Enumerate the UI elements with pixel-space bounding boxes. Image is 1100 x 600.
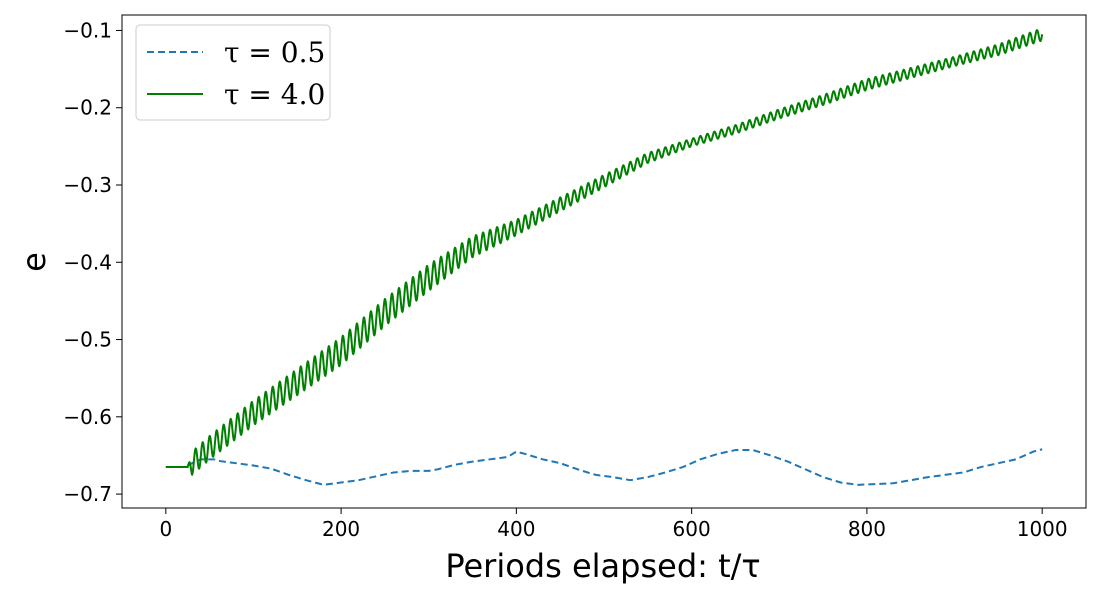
- series-layer: [165, 29, 1044, 486]
- x-tick-label: 800: [848, 517, 886, 541]
- legend-label-tau-4-0: τ = 4.0: [224, 78, 325, 111]
- legend: τ = 0.5 τ = 4.0: [135, 24, 331, 121]
- y-axis-label: e: [15, 252, 53, 272]
- x-tick-label: 400: [497, 517, 535, 541]
- x-axis-label: Periods elapsed: t/τ: [445, 547, 760, 585]
- y-axis-ticks: −0.7 −0.6 −0.5 −0.4 −0.3 −0.2 −0.1: [63, 18, 122, 506]
- plot-frame: [121, 14, 1087, 509]
- x-tick-label: 1000: [1017, 517, 1068, 541]
- legend-box: [135, 24, 331, 121]
- y-tick-label: −0.2: [63, 96, 112, 120]
- y-tick-label: −0.3: [63, 173, 112, 197]
- x-axis-ticks: 0 200 400 600 800 1000: [159, 508, 1068, 541]
- legend-label-tau-0-5: τ = 0.5: [224, 36, 325, 69]
- y-tick-label: −0.6: [63, 405, 112, 429]
- y-tick-label: −0.5: [63, 328, 112, 352]
- x-tick-label: 600: [673, 517, 711, 541]
- series-line-tau-4-0: [165, 29, 1044, 476]
- y-tick-label: −0.1: [63, 18, 112, 42]
- x-tick-label: 0: [159, 517, 172, 541]
- x-tick-label: 200: [322, 517, 360, 541]
- y-tick-label: −0.4: [63, 250, 112, 274]
- y-tick-label: −0.7: [63, 482, 112, 506]
- series-line-tau-0-5: [165, 448, 1043, 486]
